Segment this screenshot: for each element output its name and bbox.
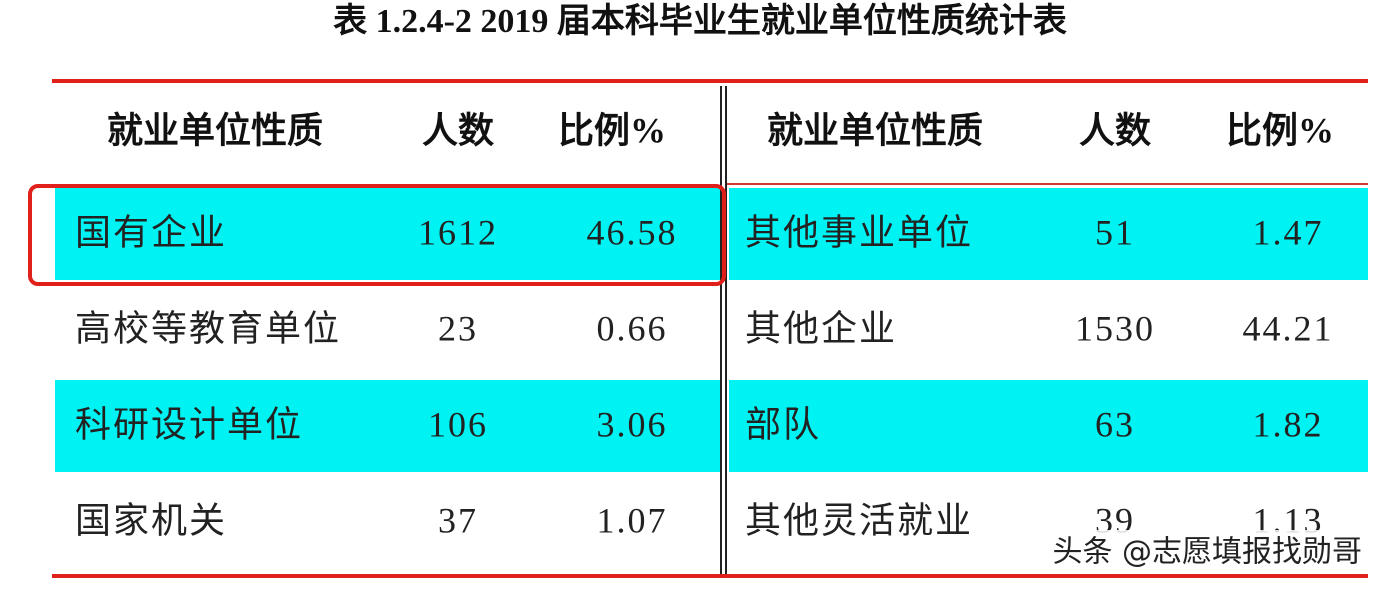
table-cell: 其他企业 <box>745 308 897 348</box>
table-body: 就业单位性质 人数 比例% 就业单位性质 人数 比例% 国有企业 1612 46.58 其他事业单… <box>55 110 1368 540</box>
table-cell: 其他事业单位 <box>745 212 973 252</box>
table-cell: 国家机关 <box>75 500 227 540</box>
header-cell: 比例% <box>1226 110 1334 150</box>
table-cell: 1.47 <box>1253 212 1324 252</box>
table-cell: 23 <box>438 308 478 348</box>
row-band <box>55 380 720 472</box>
table-cell: 106 <box>428 404 488 444</box>
header-cell: 比例% <box>558 110 666 150</box>
table-cell: 科研设计单位 <box>75 404 303 444</box>
header-cell: 就业单位性质 <box>107 110 323 150</box>
table-cell: 0.66 <box>597 308 668 348</box>
table-cell: 51 <box>1095 212 1135 252</box>
table-cell: 1.82 <box>1253 404 1324 444</box>
header-cell: 人数 <box>1079 110 1151 150</box>
table-cell: 63 <box>1095 404 1135 444</box>
table-cell: 部队 <box>745 404 821 444</box>
highlight-box <box>28 184 726 286</box>
table-cell: 46.58 <box>587 212 678 252</box>
table-cell: 国有企业 <box>75 212 227 252</box>
watermark-bg <box>1005 530 1370 574</box>
row-band <box>55 188 720 280</box>
table-cell: 其他灵活就业 <box>745 500 973 540</box>
table-cell: 1612 <box>418 212 498 252</box>
table-cell: 高校等教育单位 <box>75 308 341 348</box>
row-band <box>729 188 1368 280</box>
table-title: 表 1.2.4-2 2019 届本科毕业生就业单位性质统计表 <box>333 2 1067 40</box>
table-cell: 44.21 <box>1243 308 1334 348</box>
header-cell: 就业单位性质 <box>767 110 983 150</box>
watermark: 头条 @志愿填报找勋哥 <box>1052 535 1362 570</box>
table-cell: 37 <box>438 500 478 540</box>
table-cell: 1530 <box>1075 308 1155 348</box>
table-cell: 3.06 <box>597 404 668 444</box>
table-cell: 1.07 <box>597 500 668 540</box>
row-band <box>729 380 1368 472</box>
header-cell: 人数 <box>422 110 494 150</box>
